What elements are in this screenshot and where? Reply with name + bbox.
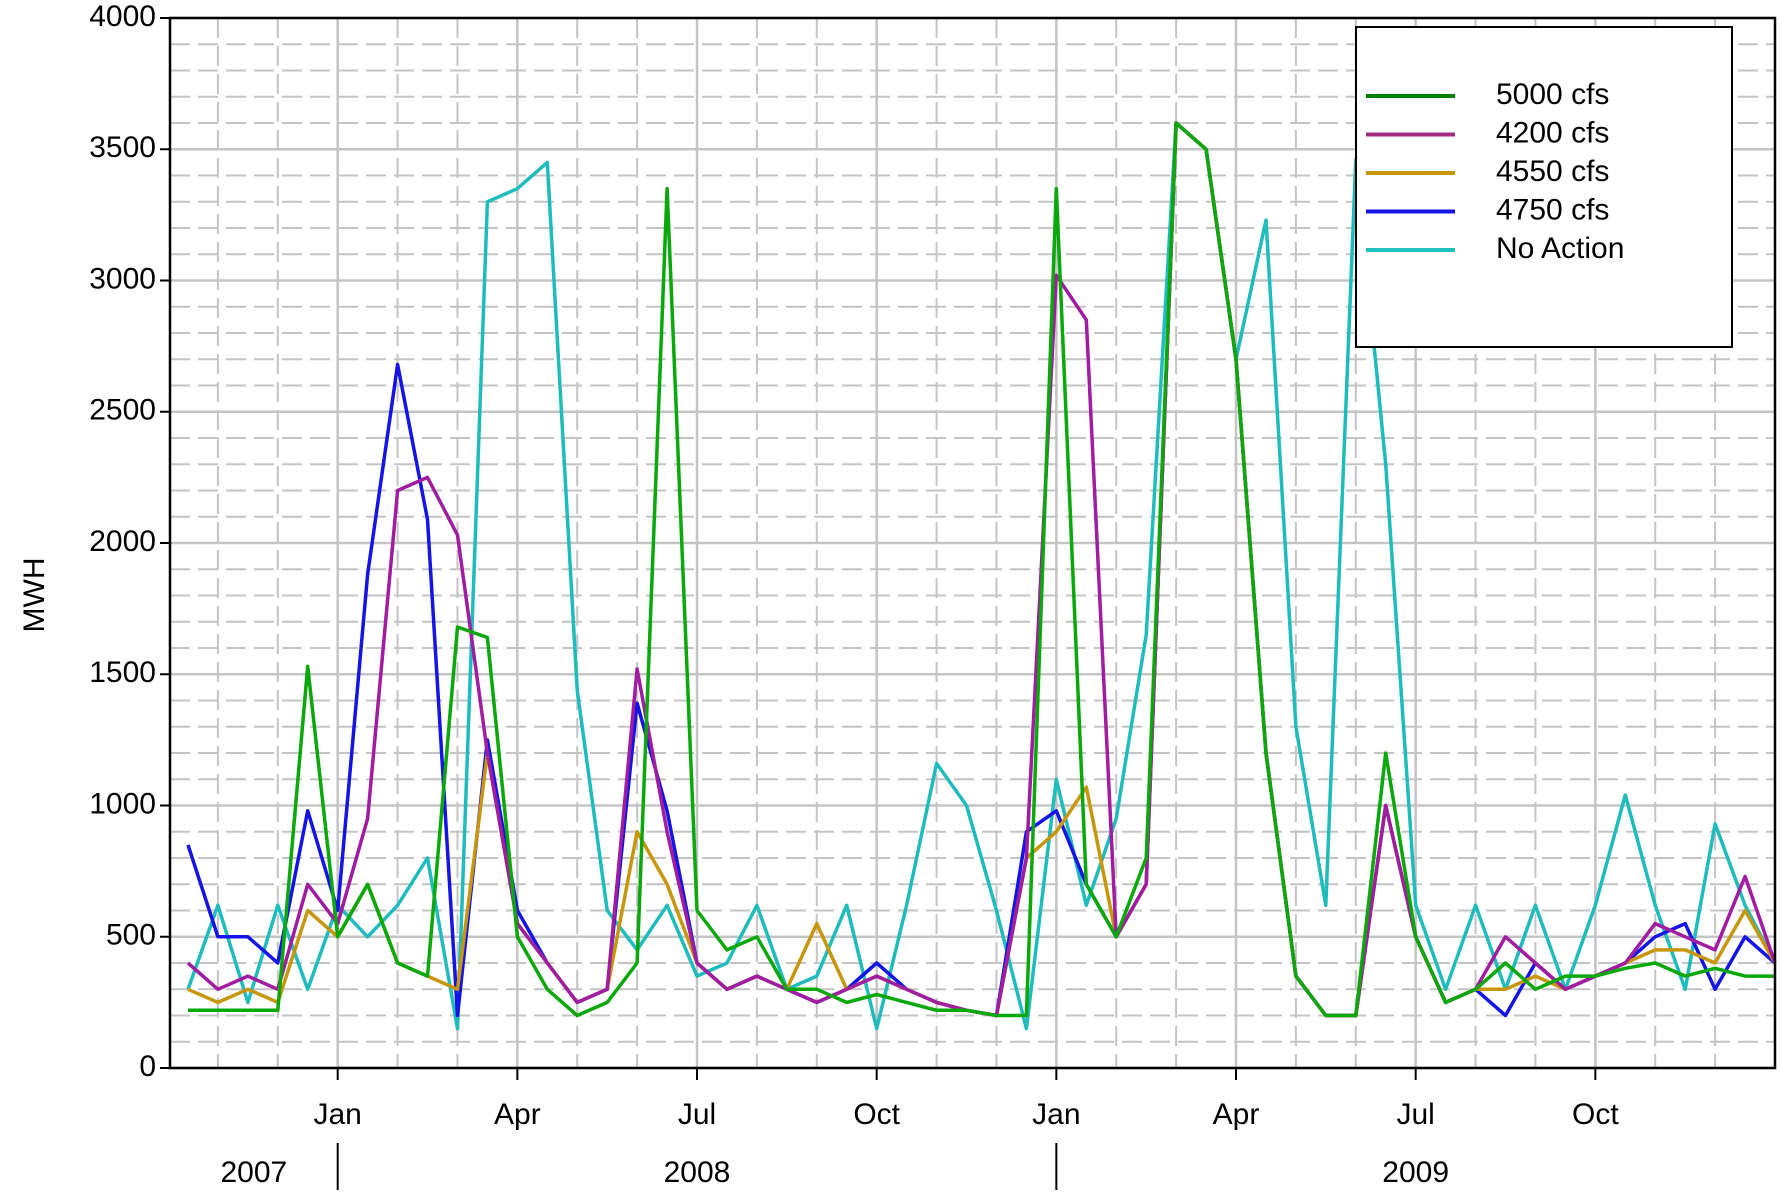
x-tick-label: Oct [853, 1098, 900, 1131]
legend: 5000 cfs 4200 cfs 4550 cfs 4750 cfs No Actio… [1355, 26, 1733, 348]
x-tick-label: Apr [494, 1098, 541, 1131]
y-tick-label: 2500 [89, 394, 156, 427]
x-tick-label: Jul [678, 1098, 716, 1131]
series-line [186, 121, 1777, 1031]
legend-label: 4750 cfs [1496, 193, 1609, 226]
legend-box [1355, 26, 1733, 348]
y-tick-label: 1500 [89, 656, 156, 689]
y-tick-label: 2000 [89, 525, 156, 558]
year-label: 2007 [220, 1156, 287, 1189]
x-tick-label: Apr [1213, 1098, 1260, 1131]
x-tick-label: Jan [313, 1098, 361, 1131]
legend-label: 4550 cfs [1496, 155, 1609, 188]
y-tick-label: 3500 [89, 131, 156, 164]
y-axis-label: MWH [18, 558, 51, 633]
x-tick-label: Oct [1572, 1098, 1619, 1131]
legend-label: 4200 cfs [1496, 116, 1609, 149]
y-tick-label: 1000 [89, 787, 156, 820]
y-tick-label: 3000 [89, 262, 156, 295]
year-label: 2008 [664, 1156, 731, 1189]
legend-label: 5000 cfs [1496, 78, 1609, 111]
year-label: 2009 [1382, 1156, 1449, 1189]
y-tick-label: 500 [106, 919, 156, 952]
plot-frame [168, 16, 1777, 1070]
y-tick-label: 4000 [89, 0, 156, 33]
legend-label: No Action [1496, 232, 1624, 265]
y-tick-label: 0 [139, 1050, 156, 1083]
series-line [188, 121, 1775, 1018]
x-tick-label: Jan [1032, 1098, 1080, 1131]
x-tick-label: Jul [1396, 1098, 1434, 1131]
